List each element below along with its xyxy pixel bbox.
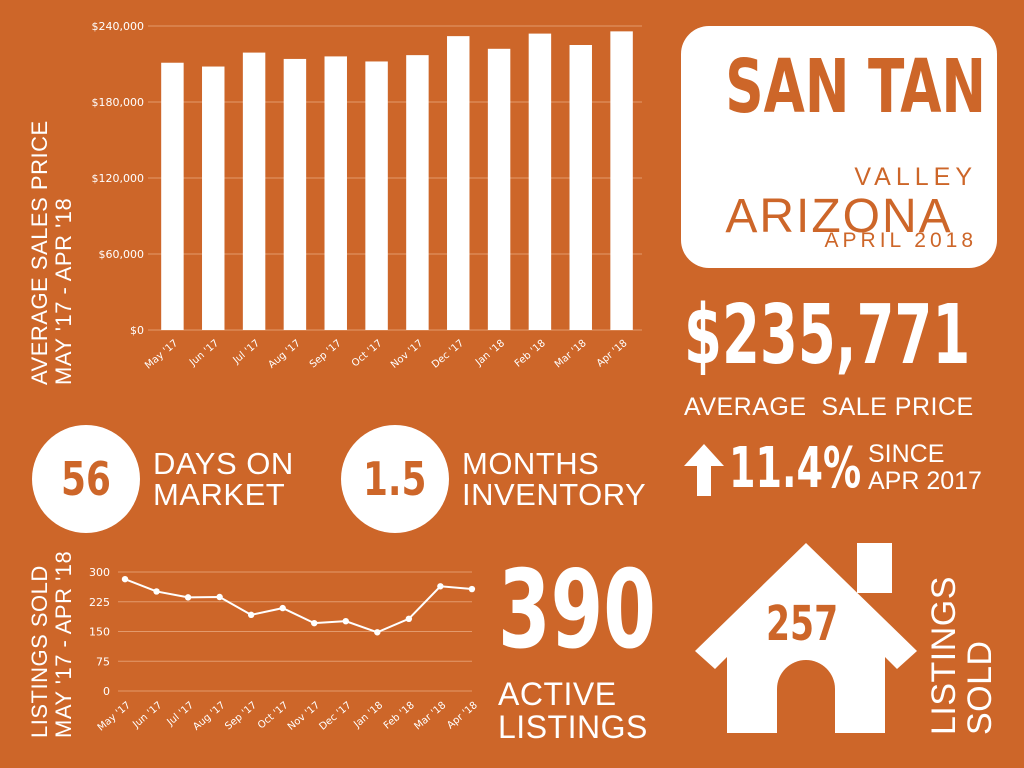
bar-chart-xtick-label: Nov '17	[389, 338, 425, 371]
price-change-label-line2: APR 2017	[868, 467, 982, 495]
line-chart-ytick-label: 75	[96, 655, 110, 668]
active-listings-label: ACTIVE LISTINGS	[498, 678, 648, 744]
bar-chart-ytick-label: $180,000	[92, 96, 145, 109]
active-listings-line1: ACTIVE	[498, 676, 617, 712]
bar-chart-bar	[447, 36, 470, 331]
line-chart-xtick-label: Aug '17	[191, 700, 227, 733]
line-chart-xtick-label: Oct '17	[256, 700, 291, 732]
days-on-market-label: DAYS ON MARKET	[153, 448, 294, 510]
bar-chart-bar	[569, 45, 592, 330]
line-chart-xtick-label: May '17	[96, 700, 133, 734]
bar-chart-xtick-label: Dec '17	[430, 338, 466, 371]
bar-chart-ytick-label: $240,000	[92, 20, 145, 33]
active-listings-line2: LISTINGS	[498, 709, 648, 745]
listings-sold-line2: SOLD	[961, 640, 999, 735]
line-chart-point	[153, 588, 160, 595]
months-inventory-circle: 1.5	[341, 425, 449, 533]
days-on-market-circle: 56	[32, 425, 140, 533]
bar-chart-bar	[487, 48, 511, 331]
line-chart-xtick-label: Apr '18	[445, 700, 480, 732]
line-chart-point	[184, 594, 192, 601]
bar-chart-xtick-label: Oct '17	[350, 338, 385, 370]
title-box: SAN TAN VALLEY ARIZONA APRIL 2018	[681, 26, 997, 268]
active-listings-value: 390	[498, 548, 656, 673]
months-inventory-label: MONTHS INVENTORY	[462, 448, 646, 510]
bar-chart-bar	[406, 55, 429, 331]
line-chart-point	[342, 617, 349, 625]
bar-chart-xtick-label: May '17	[143, 338, 180, 372]
months-inventory-line2: INVENTORY	[462, 477, 647, 512]
months-inventory-value: 1.5	[363, 452, 427, 506]
bar-chart-xtick-label: Jan '18	[473, 338, 507, 369]
days-on-market-line2: MARKET	[153, 477, 286, 512]
days-on-market-value: 56	[61, 452, 111, 506]
line-chart-point	[247, 611, 255, 619]
line-chart-xtick-label: Dec '17	[318, 700, 354, 733]
line-chart-point	[279, 604, 286, 612]
bar-chart-xtick-label: Jul '17	[231, 338, 262, 367]
line-chart-ytick-label: 225	[89, 596, 110, 609]
bar-chart-bar	[161, 62, 184, 330]
line-chart-point	[374, 629, 381, 636]
line-chart-point	[121, 575, 129, 583]
line-chart-series-line	[124, 578, 473, 634]
price-change-value: 11.4%	[729, 436, 862, 501]
listings-sold-line1: LISTINGS	[925, 576, 963, 735]
line-chart-ytick-label: 0	[103, 685, 110, 698]
bar-chart-xtick-label: Feb '18	[513, 338, 548, 370]
title-date: APRIL 2018	[824, 229, 977, 252]
bar-chart-bar	[242, 52, 266, 330]
bar-chart-bar	[283, 58, 307, 330]
listings-sold-value: 257	[766, 596, 839, 652]
line-chart-point	[437, 583, 444, 590]
bar-chart-ytick-label: $120,000	[92, 172, 145, 185]
bar-chart-bar	[365, 61, 388, 330]
bar-chart-ytick-label: $60,000	[99, 248, 145, 261]
line-chart-xtick-label: Nov '17	[286, 700, 322, 733]
days-on-market-line1: DAYS ON	[153, 446, 294, 481]
line-chart-point	[311, 619, 318, 627]
line-chart-point	[468, 585, 476, 593]
line-chart-xtick-label: Feb '18	[382, 700, 417, 732]
title-city: SAN TAN	[725, 44, 987, 130]
line-chart-xtick-label: Jan '18	[351, 700, 385, 731]
bar-chart-bar	[528, 33, 552, 330]
bar-chart-bar	[202, 66, 225, 331]
bar-chart-bar	[610, 31, 633, 331]
bar-chart-xtick-label: Mar '18	[553, 338, 589, 371]
title-state: ARIZONA	[725, 190, 953, 243]
price-change-label-line1: SINCE	[868, 440, 945, 468]
line-chart-ytick-label: 150	[89, 626, 110, 639]
bar-chart-bar	[324, 56, 347, 331]
price-change-label: SINCE APR 2017	[868, 441, 982, 495]
months-inventory-line1: MONTHS	[462, 446, 600, 481]
bar-chart-xtick-label: Sep '17	[308, 338, 344, 371]
bar-chart-xtick-label: Aug '17	[267, 338, 303, 371]
bar-chart-ytick-label: $0	[130, 324, 144, 337]
title-valley: VALLEY	[854, 163, 977, 191]
line-chart-point	[405, 615, 413, 623]
arrow-up-icon	[684, 444, 724, 496]
house-icon	[695, 543, 917, 733]
avg-price-value: $235,771	[684, 288, 971, 383]
bar-chart-xtick-label: Jun '17	[187, 338, 221, 369]
line-chart-ytick-label: 300	[89, 566, 110, 579]
line-chart-xtick-label: Jun '17	[130, 700, 164, 731]
bar-chart: $0 $60,000 $120,000 $180,000 $240,000 May '17…	[92, 20, 642, 372]
line-chart-point	[216, 593, 223, 601]
avg-price-label: AVERAGE SALE PRICE	[684, 393, 974, 421]
line-chart-xtick-label: Mar '18	[412, 700, 448, 733]
line-chart-xtick-label: Sep '17	[223, 700, 259, 733]
listings-sold-label: LISTINGS SOLD	[925, 576, 999, 735]
bar-chart-xtick-label: Apr '18	[595, 338, 630, 370]
